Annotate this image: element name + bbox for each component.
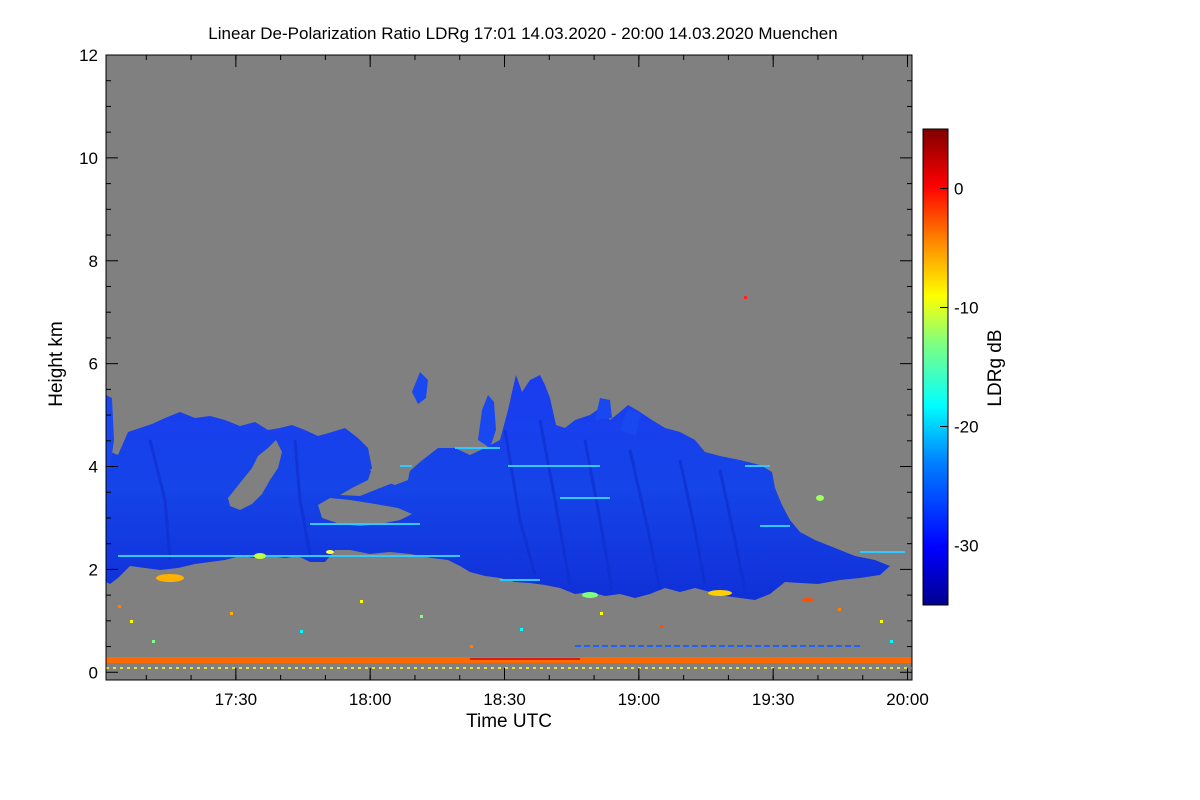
x-tick-label: 18:30 [483, 690, 526, 709]
streak-6 [718, 469, 747, 591]
pocket-4 [582, 592, 598, 598]
x-axis: 17:30 18:00 18:30 19:00 19:30 20:00 [145, 55, 929, 709]
streak-7 [148, 439, 172, 561]
colorbar-label: LDRg dB [985, 329, 1006, 406]
y-tick-label: 10 [79, 149, 98, 168]
colorbar-tick-label: 0 [954, 180, 963, 199]
y-tick-label: 8 [89, 252, 98, 271]
speckle [520, 628, 523, 631]
speckle [470, 645, 473, 648]
pocket-6 [816, 495, 824, 501]
speckle [118, 605, 121, 608]
pocket-5 [802, 598, 814, 602]
streak-5 [678, 459, 707, 586]
x-tick-label: 17:30 [215, 690, 258, 709]
bottom-grey-strip [106, 672, 912, 680]
cloud-turret-2 [412, 372, 428, 404]
chart-title: Linear De-Polarization Ratio LDRg 17:01 … [208, 24, 837, 43]
cloud-turret-5 [106, 395, 114, 470]
colorbar-tick-label: -30 [954, 537, 979, 556]
speckle [300, 630, 303, 633]
y-axis-label: Height km [46, 321, 67, 407]
plot-frame [105, 54, 913, 681]
pocket-7 [326, 550, 334, 554]
cloud-base-pockets [156, 495, 824, 602]
cloud-gap-left [228, 440, 282, 510]
speckle [744, 296, 747, 299]
speckle [600, 612, 603, 615]
speckle [420, 615, 423, 618]
speckle [360, 600, 363, 603]
colorbar-ticks: 0 -10 -20 -30 [940, 180, 979, 556]
cloud-turret-1 [478, 395, 496, 448]
x-tick-label: 19:00 [618, 690, 661, 709]
x-tick-label: 18:00 [349, 690, 392, 709]
streak-4 [628, 449, 662, 591]
plot-background [106, 55, 912, 680]
colorbar-tick-label: -10 [954, 299, 979, 318]
speckle [838, 608, 841, 611]
cyan-streaks [118, 447, 905, 581]
speckle [880, 620, 883, 623]
x-tick-label: 20:00 [886, 690, 929, 709]
pocket-1 [156, 574, 184, 582]
cloud-turret-3 [595, 398, 612, 420]
colorbar [922, 128, 949, 606]
cloud-gap-middle [318, 498, 412, 526]
y-axis: 0 2 4 6 8 10 12 [79, 46, 912, 682]
low-level-speckles [118, 296, 893, 648]
y-tick-label: 2 [89, 560, 98, 579]
speckle [152, 640, 155, 643]
x-tick-label: 19:30 [752, 690, 795, 709]
cloud-turret-4 [620, 408, 640, 436]
streak-8 [293, 439, 312, 556]
pocket-2 [254, 553, 266, 559]
streak-1 [503, 429, 537, 576]
pocket-3 [708, 590, 732, 596]
y-tick-label: 12 [79, 46, 98, 65]
y-tick-label: 4 [89, 458, 98, 477]
speckle [130, 620, 133, 623]
speckle [230, 612, 233, 615]
x-axis-label: Time UTC [466, 711, 552, 732]
y-tick-label: 0 [89, 663, 98, 682]
colorbar-tick-label: -20 [954, 418, 979, 437]
y-tick-label: 6 [89, 355, 98, 374]
main-cloud [106, 375, 890, 600]
streak-2 [538, 419, 572, 586]
speckle [890, 640, 893, 643]
speckle [660, 625, 663, 628]
plot-area [106, 55, 912, 680]
